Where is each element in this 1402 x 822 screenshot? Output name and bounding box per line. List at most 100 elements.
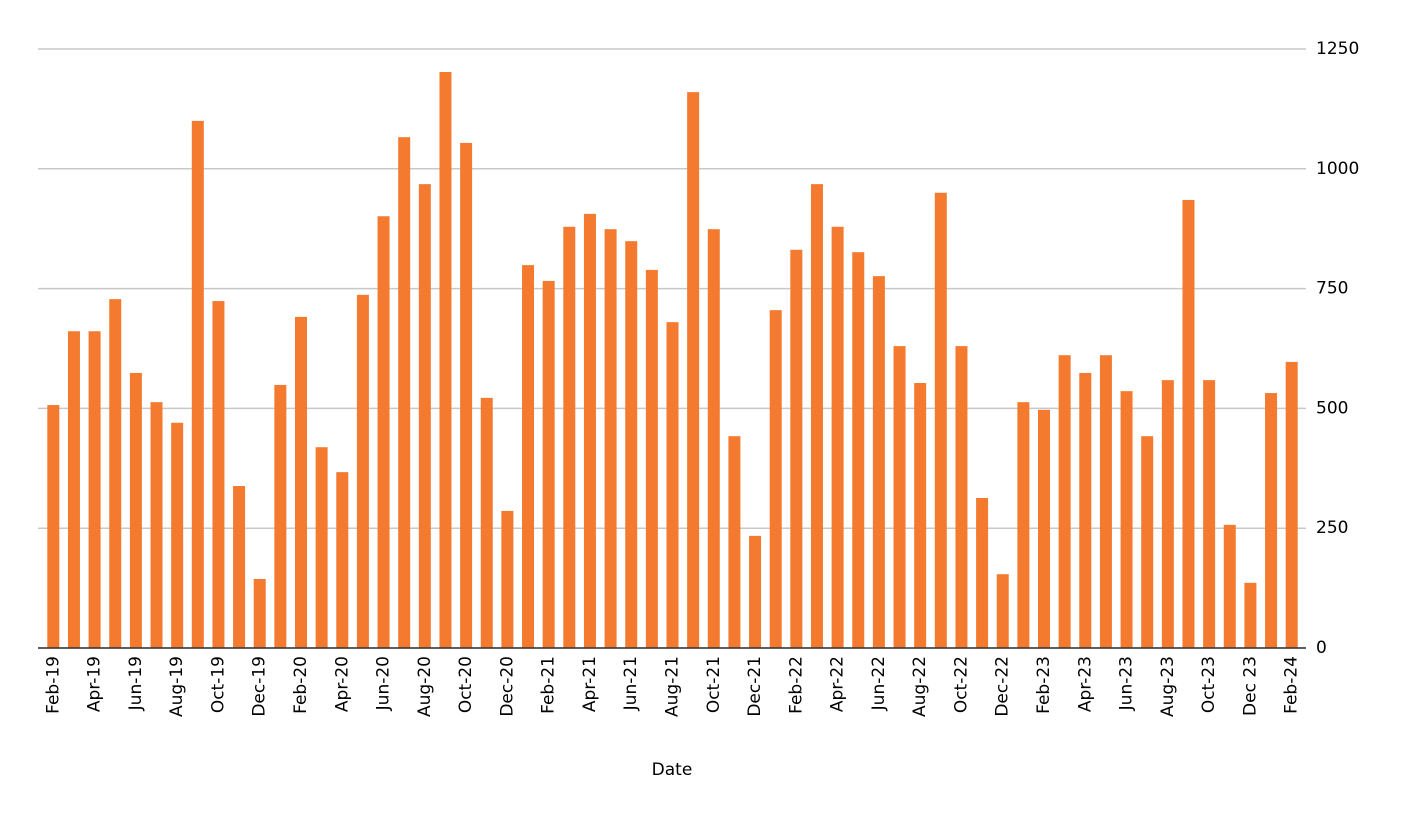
bar: [253, 578, 266, 648]
bar: [171, 422, 184, 648]
x-tick-label: Aug-19: [167, 656, 187, 717]
x-tick-label: Dec-21: [745, 656, 765, 717]
x-tick-label: Apr-22: [828, 656, 848, 712]
x-tick-label: Jun-19: [126, 656, 146, 711]
bar: [1099, 355, 1112, 648]
bar: [1141, 436, 1154, 648]
bar: [418, 184, 431, 648]
bar: [666, 322, 679, 648]
bar: [377, 216, 390, 649]
x-tick-label: Jun-20: [374, 656, 394, 711]
y-tick-label: 500: [1316, 398, 1348, 418]
bar: [831, 226, 844, 648]
y-tick-label: 0: [1316, 638, 1327, 658]
bar: [604, 229, 617, 648]
bar: [1182, 199, 1195, 648]
bar: [1079, 372, 1092, 648]
bar: [893, 346, 906, 648]
bar: [1161, 380, 1174, 648]
y-tick-label: 750: [1316, 279, 1348, 299]
x-tick-label: Feb-19: [43, 656, 63, 714]
bar: [356, 294, 369, 648]
x-tick-label: Feb-22: [786, 656, 806, 714]
bar: [914, 383, 927, 648]
x-tick-label: Aug-23: [1158, 656, 1178, 717]
x-tick-label: Jun-22: [869, 656, 889, 711]
bar: [233, 486, 246, 648]
bar: [872, 276, 885, 648]
x-tick-label: Dec-20: [497, 656, 517, 717]
bar: [625, 241, 638, 649]
bar: [336, 472, 349, 648]
bar: [1058, 355, 1071, 648]
bar: [542, 280, 555, 648]
bar: [88, 331, 101, 648]
bar: [976, 498, 989, 648]
y-tick-label: 1250: [1316, 39, 1359, 59]
bar: [191, 120, 204, 648]
bar: [274, 384, 287, 648]
bar: [852, 252, 865, 649]
bar: [769, 310, 782, 648]
x-tick-label: Oct-22: [951, 656, 971, 713]
x-tick-label: Feb-20: [291, 656, 311, 714]
x-tick-label: Apr-20: [332, 656, 352, 712]
bar: [522, 265, 535, 648]
x-tick-label: Aug-21: [663, 656, 683, 717]
x-tick-label: Jun-21: [621, 656, 641, 711]
x-tick-label: Oct-19: [208, 656, 228, 713]
bar: [1223, 524, 1236, 648]
bar: [645, 269, 658, 648]
bar: [687, 92, 700, 649]
bar: [480, 397, 493, 648]
bar: [129, 372, 142, 648]
y-tick-label: 1000: [1316, 159, 1359, 179]
bar: [1265, 393, 1278, 648]
bar: [1120, 391, 1133, 648]
x-tick-label: Feb-23: [1034, 656, 1054, 714]
bar: [460, 142, 473, 648]
bar: [294, 316, 307, 648]
bar: [398, 137, 411, 649]
x-tick-label: Apr-19: [85, 656, 105, 712]
x-tick-label: Jun-23: [1117, 656, 1137, 711]
x-tick-label: Feb-24: [1282, 656, 1302, 714]
bar: [955, 346, 968, 648]
bar: [934, 192, 947, 648]
x-tick-label: Dec 23: [1240, 656, 1260, 716]
x-tick-label: Oct-21: [704, 656, 724, 713]
bar: [707, 229, 720, 648]
bar: [212, 301, 225, 648]
bar: [996, 574, 1009, 648]
x-tick-label: Dec-19: [250, 656, 270, 717]
bar: [1203, 380, 1216, 648]
bar: [67, 331, 80, 648]
x-tick-label: Oct-23: [1199, 656, 1219, 713]
bar: [47, 405, 60, 648]
bar: [501, 510, 514, 648]
x-tick-label: Dec-22: [993, 656, 1013, 717]
bar: [1285, 361, 1298, 648]
bar: [439, 72, 452, 649]
x-axis-title: Date: [652, 760, 693, 780]
bar: [1038, 409, 1051, 648]
x-tick-label: Oct-20: [456, 656, 476, 713]
bar: [790, 249, 803, 649]
bar: [1017, 402, 1030, 648]
bar: [810, 184, 823, 648]
x-tick-label: Aug-20: [415, 656, 435, 717]
bar: [749, 535, 762, 648]
bar: [109, 299, 122, 648]
x-tick-label: Apr-21: [580, 656, 600, 712]
bar: [150, 402, 163, 648]
x-tick-label: Aug-22: [910, 656, 930, 717]
bar: [728, 436, 741, 648]
x-tick-label: Apr-23: [1075, 656, 1095, 712]
y-tick-label: 250: [1316, 518, 1348, 538]
bar: [315, 447, 328, 648]
x-tick-label: Feb-21: [539, 656, 559, 714]
bar: [563, 226, 576, 648]
bar: [1244, 582, 1257, 648]
bar: [583, 213, 596, 649]
